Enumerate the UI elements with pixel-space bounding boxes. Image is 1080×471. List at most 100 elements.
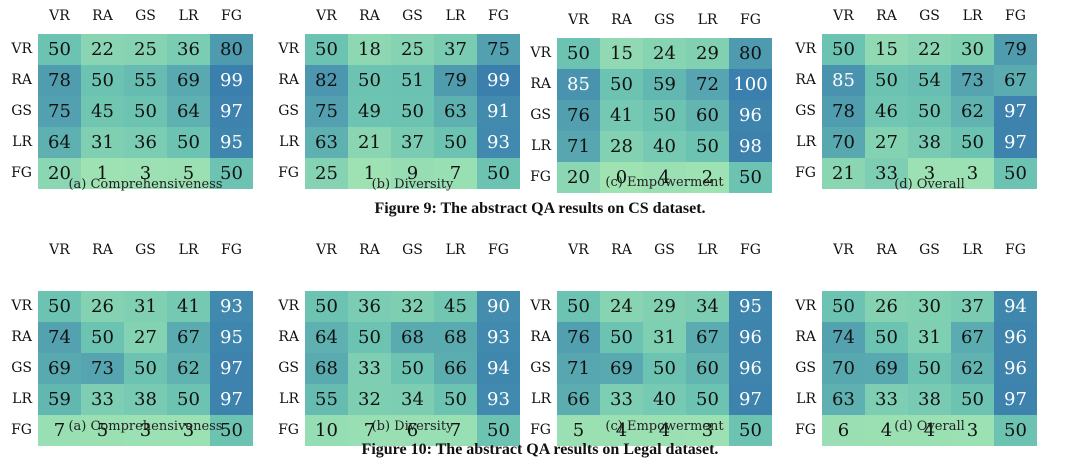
heatmap-cell: 75 — [305, 96, 348, 127]
row-label: LR — [279, 391, 299, 407]
row-label: GS — [278, 360, 299, 376]
heatmap-cell: 3 — [908, 158, 951, 189]
heatmap-cell: 41 — [167, 291, 210, 322]
heatmap-cell: 4 — [643, 162, 686, 193]
row-label: VR — [278, 41, 299, 57]
heatmap-cell: 62 — [951, 96, 994, 127]
row-label: RA — [530, 76, 551, 92]
heatmap-cell: 50 — [81, 322, 124, 353]
heatmap-cell: 37 — [951, 291, 994, 322]
column-label: RA — [876, 8, 897, 24]
column-label: FG — [221, 8, 242, 24]
heatmap-cell: 72 — [686, 69, 729, 100]
column-label: FG — [1005, 242, 1026, 258]
heatmap-cell: 78 — [38, 65, 81, 96]
heatmap-cell: 98 — [729, 131, 772, 162]
heatmap-cell: 29 — [643, 291, 686, 322]
heatmap-cell: 60 — [686, 353, 729, 384]
column-label: RA — [92, 242, 113, 258]
heatmap-cell: 85 — [822, 65, 865, 96]
heatmap-cell: 4 — [643, 415, 686, 446]
heatmap-cell: 67 — [686, 322, 729, 353]
heatmap-cell: 66 — [557, 384, 600, 415]
column-label: RA — [611, 242, 632, 258]
column-label: FG — [1005, 8, 1026, 24]
heatmap-cell: 95 — [729, 291, 772, 322]
heatmap-cell: 75 — [38, 96, 81, 127]
row-label: FG — [278, 422, 299, 438]
column-label: VR — [568, 12, 589, 28]
heatmap-cell: 90 — [477, 291, 520, 322]
heatmap-cell: 30 — [908, 291, 951, 322]
heatmap-cell: 50 — [729, 162, 772, 193]
heatmap-cell: 0 — [600, 162, 643, 193]
row-label: GS — [795, 360, 816, 376]
column-label: GS — [402, 242, 423, 258]
heatmap-cell: 76 — [557, 322, 600, 353]
heatmap-cell: 15 — [865, 34, 908, 65]
column-label: LR — [178, 242, 199, 258]
heatmap-cell: 78 — [822, 96, 865, 127]
column-label: GS — [135, 242, 156, 258]
heatmap-cell: 50 — [600, 69, 643, 100]
heatmap-cell: 25 — [124, 34, 167, 65]
row-label: FG — [530, 169, 551, 185]
heatmap-cell: 31 — [124, 291, 167, 322]
row-label: RA — [11, 72, 32, 88]
heatmap-cell: 40 — [643, 131, 686, 162]
row-label: FG — [11, 165, 32, 181]
heatmap-cell: 50 — [81, 65, 124, 96]
column-label: RA — [359, 8, 380, 24]
heatmap-cell: 36 — [167, 34, 210, 65]
heatmap-cell: 80 — [210, 34, 253, 65]
heatmap-cell: 25 — [391, 34, 434, 65]
heatmap-cell: 97 — [994, 127, 1037, 158]
column-label: VR — [49, 242, 70, 258]
heatmap-cell: 50 — [124, 96, 167, 127]
column-label: VR — [49, 8, 70, 24]
heatmap-cell: 97 — [210, 96, 253, 127]
row-label: RA — [278, 72, 299, 88]
subfigure-caption: (d) Overall — [894, 177, 965, 192]
column-label: FG — [488, 8, 509, 24]
heatmap-cell: 50 — [865, 65, 908, 96]
column-label: FG — [740, 12, 761, 28]
heatmap-cell: 1 — [348, 158, 391, 189]
heatmap-cell: 41 — [600, 100, 643, 131]
column-label: RA — [876, 242, 897, 258]
heatmap-cell: 50 — [477, 415, 520, 446]
column-label: GS — [919, 8, 940, 24]
row-label: RA — [530, 329, 551, 345]
heatmap-cell: 15 — [600, 38, 643, 69]
column-label: LR — [178, 8, 199, 24]
heatmap-cell: 7 — [434, 415, 477, 446]
heatmap-cell: 63 — [822, 384, 865, 415]
heatmap-cell: 75 — [477, 34, 520, 65]
heatmap-cell: 50 — [210, 415, 253, 446]
heatmap-cell: 49 — [348, 96, 391, 127]
heatmap-cell: 82 — [305, 65, 348, 96]
heatmap-cell: 38 — [908, 127, 951, 158]
column-label: RA — [359, 242, 380, 258]
row-label: GS — [11, 360, 32, 376]
column-label: LR — [445, 242, 466, 258]
row-label: LR — [12, 391, 32, 407]
heatmap-cell: 18 — [348, 34, 391, 65]
heatmap-cell: 69 — [38, 353, 81, 384]
heatmap-cell: 50 — [434, 384, 477, 415]
heatmap-cell: 71 — [557, 131, 600, 162]
heatmap-cell: 99 — [477, 65, 520, 96]
heatmap-cell: 50 — [865, 322, 908, 353]
heatmap-cell: 1 — [81, 158, 124, 189]
heatmap-cell: 60 — [686, 100, 729, 131]
heatmap-cell: 97 — [994, 384, 1037, 415]
row-label: GS — [530, 107, 551, 123]
heatmap-cell: 33 — [81, 384, 124, 415]
heatmap-cell: 33 — [348, 353, 391, 384]
heatmap-cell: 93 — [477, 127, 520, 158]
heatmap-cell: 64 — [305, 322, 348, 353]
heatmap-cell: 68 — [391, 322, 434, 353]
column-label: VR — [833, 8, 854, 24]
heatmap-cell: 73 — [81, 353, 124, 384]
heatmap-cell: 97 — [210, 384, 253, 415]
